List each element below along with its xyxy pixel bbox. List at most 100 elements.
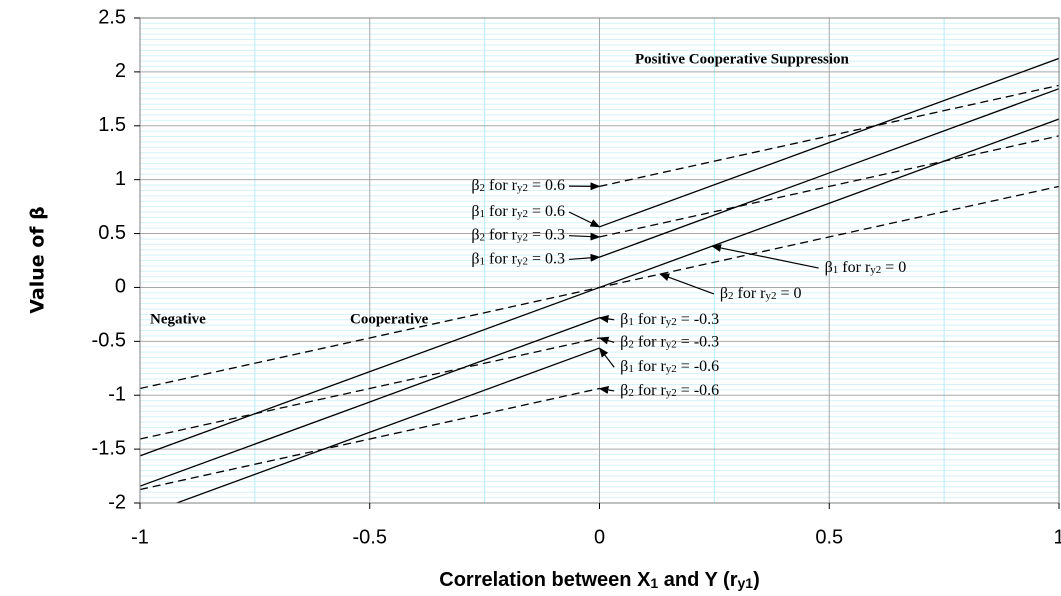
y-tick-label: 1.5 bbox=[98, 114, 126, 136]
text-part: for r bbox=[634, 333, 667, 350]
grid bbox=[139, 17, 1060, 504]
y-tick-label: -2 bbox=[108, 491, 126, 513]
text-part: for r bbox=[485, 177, 518, 194]
subscript: y2 bbox=[666, 339, 677, 351]
annotation-arrow bbox=[598, 347, 615, 368]
annotation: β1 for ry2 = -0.6 bbox=[620, 358, 719, 376]
subscript: 1 bbox=[833, 264, 839, 276]
annotation: β1 for ry2 = 0.6 bbox=[471, 203, 565, 221]
text-part: = -0.6 bbox=[677, 358, 719, 375]
text-part: for r bbox=[485, 203, 518, 220]
annotation: β2 for ry2 = 0 bbox=[720, 285, 802, 303]
annotation-arrow bbox=[598, 336, 615, 345]
subscript: y2 bbox=[666, 387, 677, 399]
annotation: β1 for ry2 = -0.3 bbox=[620, 310, 719, 328]
series-line bbox=[599, 84, 1059, 188]
x-tick-label: -0.5 bbox=[353, 526, 387, 548]
annotation: β1 for ry2 = 0 bbox=[825, 259, 907, 277]
annotation-arrow bbox=[568, 211, 601, 228]
subscript: 2 bbox=[480, 182, 486, 194]
annotation: β2 for ry2 = -0.3 bbox=[620, 333, 719, 351]
text-part: β bbox=[471, 250, 479, 267]
x-tick-label: 0 bbox=[594, 526, 605, 548]
text-part: = 0.6 bbox=[528, 177, 565, 194]
y-tick-label: -1.5 bbox=[92, 437, 126, 459]
x-tick-label: 0.5 bbox=[815, 526, 843, 548]
y-tick-label: 0.5 bbox=[98, 222, 126, 244]
text-part: for r bbox=[634, 358, 667, 375]
series-line bbox=[140, 387, 600, 491]
text-part: for r bbox=[485, 226, 518, 243]
text-part: β bbox=[620, 382, 628, 399]
subscript: 1 bbox=[480, 208, 486, 220]
subscript: 1 bbox=[628, 363, 634, 375]
lines bbox=[140, 57, 1059, 503]
y-tick-label: -0.5 bbox=[92, 330, 126, 352]
text-part: for r bbox=[734, 285, 767, 302]
subscript: y2 bbox=[666, 316, 677, 328]
series-line bbox=[140, 317, 600, 487]
annotation-arrow bbox=[598, 315, 615, 323]
y-tick-label: 2.5 bbox=[98, 6, 126, 28]
region-note: Cooperative bbox=[350, 311, 429, 327]
annotation: β2 for ry2 = 0.3 bbox=[471, 226, 565, 244]
subscript: 2 bbox=[628, 339, 634, 351]
annotation-arrow bbox=[568, 253, 601, 262]
subscript: y2 bbox=[517, 232, 528, 244]
y-axis-title: Value of β bbox=[27, 206, 49, 314]
text-part: for r bbox=[485, 250, 518, 267]
text-part: for r bbox=[838, 259, 871, 276]
series-line bbox=[140, 185, 1059, 390]
text-part: Correlation between X bbox=[439, 569, 651, 591]
subscript: y2 bbox=[517, 182, 528, 194]
subscript: 2 bbox=[728, 290, 734, 302]
subscript: 1 bbox=[480, 256, 486, 268]
y-tick-label: 2 bbox=[115, 60, 126, 82]
subscript: y2 bbox=[517, 256, 528, 268]
subscript: y2 bbox=[666, 363, 677, 375]
text-part: = 0 bbox=[881, 259, 906, 276]
region-note: Negative bbox=[150, 311, 206, 327]
text-part: = 0.3 bbox=[528, 250, 565, 267]
text-part: β bbox=[620, 310, 628, 327]
subscript: y2 bbox=[517, 208, 528, 220]
series-line bbox=[599, 57, 1059, 228]
text-part: = -0.3 bbox=[677, 333, 719, 350]
x-tick-label: 1 bbox=[1053, 526, 1061, 548]
subscript: 1 bbox=[650, 575, 658, 591]
y-tick-label: 0 bbox=[115, 276, 126, 298]
text-part: β bbox=[471, 177, 479, 194]
series-line bbox=[599, 88, 1059, 258]
text-part: = -0.3 bbox=[677, 310, 719, 327]
subscript: y2 bbox=[766, 290, 777, 302]
text-part: ) bbox=[753, 569, 760, 591]
text-part: β bbox=[620, 358, 628, 375]
annotation-arrow bbox=[569, 232, 601, 241]
text-part: for r bbox=[634, 382, 667, 399]
subscript: 2 bbox=[480, 232, 486, 244]
series-line bbox=[599, 135, 1059, 238]
subscript: y2 bbox=[870, 264, 881, 276]
annotation-arrow bbox=[598, 386, 615, 394]
text-part: = 0.3 bbox=[528, 226, 565, 243]
x-axis-title: Correlation between X1 and Y (ry1) bbox=[439, 569, 760, 591]
subscript: 2 bbox=[628, 387, 634, 399]
text-part: β bbox=[620, 333, 628, 350]
annotation: β2 for ry2 = -0.6 bbox=[620, 382, 719, 400]
annotation-arrow bbox=[659, 273, 715, 295]
text-part: β bbox=[720, 285, 728, 302]
text-part: = 0 bbox=[777, 285, 802, 302]
region-note: Positive Cooperative Suppression bbox=[635, 51, 850, 67]
text-part: β bbox=[825, 259, 833, 276]
series-line bbox=[174, 347, 600, 503]
annotation: β1 for ry2 = 0.3 bbox=[471, 250, 565, 268]
text-part: β bbox=[471, 226, 479, 243]
labels: -2-1.5-1-0.500.511.522.5-1 -0.5 0 0.5 1Corre… bbox=[92, 6, 1061, 591]
text-part: = -0.6 bbox=[677, 382, 719, 399]
subscript: 1 bbox=[628, 316, 634, 328]
annotation-arrow bbox=[711, 244, 819, 269]
y-tick-label: 1 bbox=[115, 168, 126, 190]
text-part: = 0.6 bbox=[528, 203, 565, 220]
series-line bbox=[140, 337, 600, 440]
